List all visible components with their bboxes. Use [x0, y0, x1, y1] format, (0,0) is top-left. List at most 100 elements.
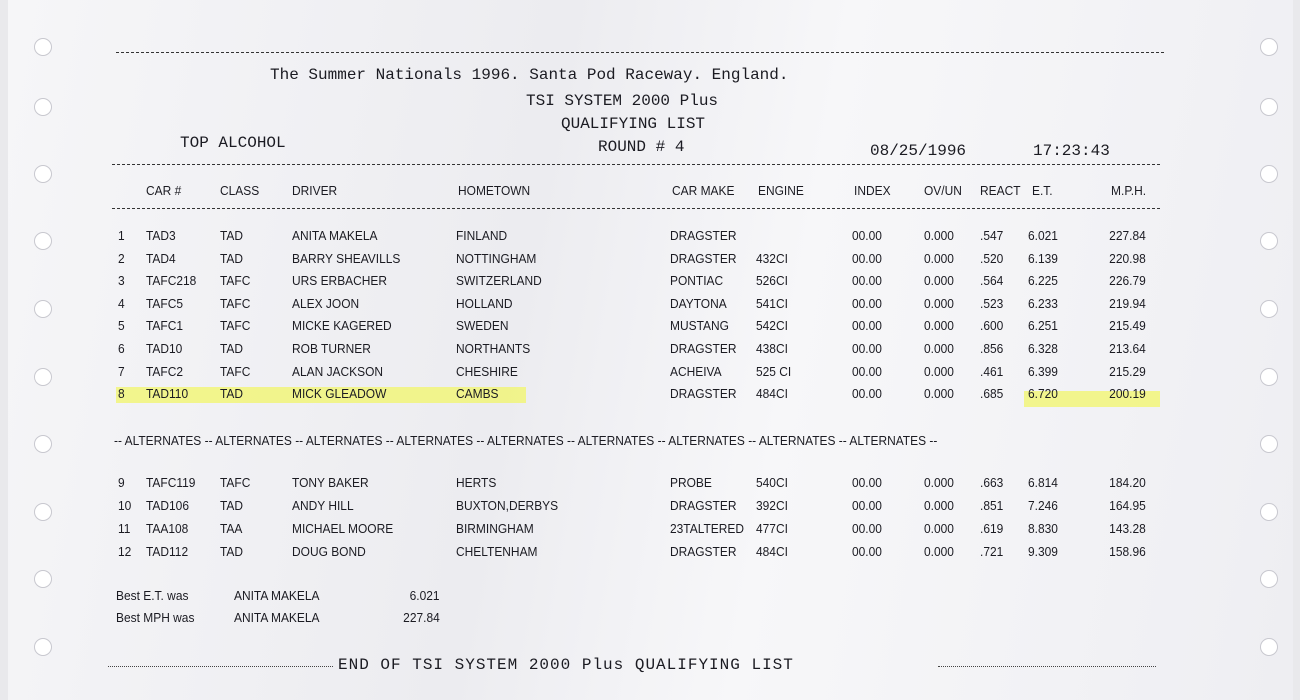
cell-class: TAFC [220, 363, 251, 379]
cell-index: 00.00 [852, 544, 882, 559]
cell-engine: 477CI [756, 521, 788, 536]
round: ROUND # 4 [598, 138, 685, 156]
cell-react: .520 [980, 250, 1004, 266]
cell-pos: 3 [118, 273, 125, 289]
cell-et: 8.830 [1028, 521, 1058, 536]
cell-car-number: TAA108 [146, 521, 189, 536]
cell-et: 6.328 [1028, 341, 1058, 356]
printout-page: The Summer Nationals 1996. Santa Pod Rac… [8, 0, 1293, 700]
cell-driver: DOUG BOND [292, 544, 366, 559]
column-header-react: REACT [980, 183, 1021, 198]
cell-engine: 438CI [756, 341, 788, 356]
cell-react: .619 [980, 521, 1004, 536]
best-label: Best E.T. was [116, 588, 189, 603]
perforation-hole [34, 503, 52, 521]
divider [112, 208, 1160, 209]
cell-index: 00.00 [852, 498, 882, 513]
perforation-hole [34, 435, 52, 453]
cell-hometown: CHELTENHAM [456, 544, 538, 559]
cell-engine: 525 CI [756, 363, 792, 379]
best-value: 227.84 [403, 610, 440, 625]
cell-mph: 213.64 [1109, 341, 1146, 356]
cell-ov-un: 0.000 [924, 521, 954, 536]
cell-class: TAFC [220, 318, 251, 334]
cell-mph: 220.98 [1109, 250, 1146, 266]
perforation-hole [1260, 165, 1278, 183]
cell-react: .600 [980, 318, 1004, 334]
cell-class: TAA [220, 521, 243, 536]
cell-car-number: TAD112 [146, 544, 189, 559]
cell-pos: 9 [118, 475, 125, 490]
cell-driver: MICHAEL MOORE [292, 521, 394, 536]
cell-driver: ANDY HILL [292, 498, 354, 513]
column-header-driver: DRIVER [292, 183, 338, 198]
perforation-hole [34, 98, 52, 116]
cell-react: .523 [980, 295, 1004, 311]
best-driver: ANITA MAKELA [234, 610, 320, 625]
cell-et: 6.139 [1028, 250, 1058, 266]
cell-react: .685 [980, 386, 1004, 402]
cell-car-make: DRAGSTER [670, 544, 737, 559]
best-value: 6.021 [410, 588, 440, 603]
cell-car-make: MUSTANG [670, 318, 729, 334]
cell-react: .564 [980, 273, 1004, 289]
cell-et: 6.233 [1028, 295, 1058, 311]
cell-index: 00.00 [852, 341, 882, 356]
date: 08/25/1996 [870, 142, 967, 160]
cell-car-number: TAFC5 [146, 295, 184, 311]
cell-pos: 11 [118, 521, 131, 536]
perforation-hole [34, 368, 52, 386]
perforation-hole [1260, 638, 1278, 656]
cell-index: 00.00 [852, 475, 882, 490]
perforation-hole [1260, 98, 1278, 116]
perforation-hole [34, 165, 52, 183]
cell-driver: ALAN JACKSON [292, 363, 384, 379]
cell-engine: 540CI [756, 475, 788, 490]
cell-class: TAD [220, 498, 244, 513]
divider [112, 164, 1160, 165]
cell-driver: ROB TURNER [292, 341, 371, 356]
cell-ov-un: 0.000 [924, 250, 954, 266]
column-header-class: CLASS [220, 183, 260, 198]
cell-ov-un: 0.000 [924, 295, 954, 311]
cell-pos: 7 [118, 363, 125, 379]
cell-hometown: HERTS [456, 475, 497, 490]
cell-et: 6.251 [1028, 318, 1058, 334]
cell-class: TAFC [220, 273, 251, 289]
cell-ov-un: 0.000 [924, 498, 954, 513]
cell-car-make: DRAGSTER [670, 386, 737, 402]
cell-class: TAFC [220, 295, 251, 311]
column-header-car-make: CAR MAKE [672, 183, 735, 198]
cell-pos: 6 [118, 341, 125, 356]
cell-mph: 226.79 [1109, 273, 1146, 289]
cell-mph: 219.94 [1109, 295, 1146, 311]
cell-car-make: PONTIAC [670, 273, 724, 289]
cell-class: TAD [220, 341, 244, 356]
cell-mph: 184.20 [1109, 475, 1146, 490]
cell-class: TAD [220, 250, 244, 266]
cell-car-number: TAFC2 [146, 363, 184, 379]
cell-engine: 542CI [756, 318, 788, 334]
cell-car-number: TAFC1 [146, 318, 184, 334]
cell-pos: 8 [118, 386, 125, 402]
cell-index: 00.00 [852, 521, 882, 536]
cell-index: 00.00 [852, 250, 882, 266]
divider [116, 52, 1164, 53]
cell-react: .721 [980, 544, 1004, 559]
cell-driver: ANITA MAKELA [292, 228, 378, 243]
cell-mph: 215.29 [1109, 363, 1146, 379]
cell-engine: 526CI [756, 273, 788, 289]
divider [938, 666, 1156, 667]
cell-ov-un: 0.000 [924, 228, 954, 243]
event-title: The Summer Nationals 1996. Santa Pod Rac… [270, 66, 789, 84]
cell-index: 00.00 [852, 228, 882, 243]
cell-et: 6.720 [1028, 386, 1058, 402]
cell-engine: 484CI [756, 544, 788, 559]
cell-driver: ALEX JOON [292, 295, 360, 311]
cell-driver: MICK GLEADOW [292, 386, 387, 402]
cell-ov-un: 0.000 [924, 341, 954, 356]
cell-index: 00.00 [852, 318, 882, 334]
cell-ov-un: 0.000 [924, 475, 954, 490]
column-header-mph: M.P.H. [1110, 183, 1146, 198]
cell-car-make: DRAGSTER [670, 228, 737, 243]
